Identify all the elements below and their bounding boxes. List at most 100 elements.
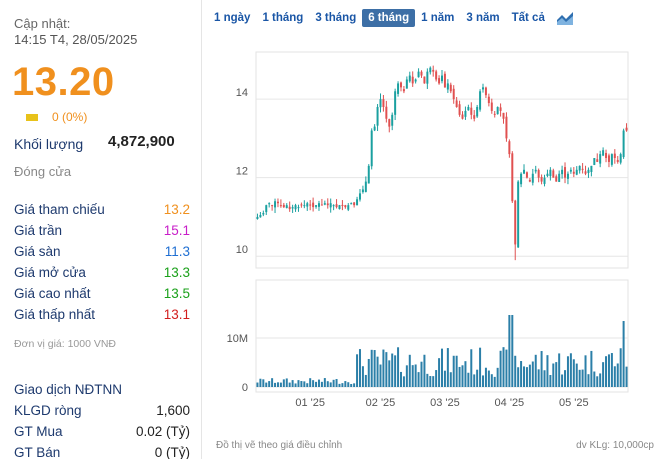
candle-body — [317, 203, 320, 207]
volume-bar — [575, 363, 578, 387]
volume-bar — [323, 378, 326, 387]
volume-bar — [350, 383, 353, 387]
candle-body — [581, 168, 584, 170]
candle-body — [499, 107, 502, 111]
candle-body — [323, 203, 326, 205]
volume-bar — [578, 369, 581, 387]
tab-3-years[interactable]: 3 năm — [466, 12, 500, 24]
candle-body — [452, 88, 455, 100]
candle-body — [479, 91, 482, 110]
volume-bar — [408, 354, 411, 387]
volume-bar — [470, 349, 473, 387]
tab-all[interactable]: Tất cả — [511, 12, 545, 24]
candle-body — [320, 204, 323, 206]
volume-bar — [370, 349, 373, 387]
volume-bar — [405, 365, 408, 387]
candle-body — [306, 203, 309, 207]
volume-bar — [619, 348, 622, 387]
volume-bar — [317, 379, 320, 387]
volume-bar — [590, 350, 593, 387]
candle-body — [482, 87, 485, 90]
candle-body — [259, 214, 262, 218]
candle-body — [578, 165, 581, 171]
candle-body — [461, 114, 464, 119]
tab-6-months[interactable]: 6 tháng — [362, 9, 416, 27]
quote-panel: Cập nhật: 14:15 T4, 28/05/2025 13.20 0 (… — [0, 0, 200, 459]
volume-bar — [528, 364, 531, 387]
tab-3-months[interactable]: 3 tháng — [315, 12, 357, 24]
price-plot-frame — [255, 51, 629, 269]
candle-body — [443, 73, 446, 88]
volume-bar — [549, 374, 552, 387]
candle-body — [341, 204, 344, 206]
volume-bar — [294, 383, 297, 387]
tab-1-day[interactable]: 1 ngày — [214, 12, 251, 24]
volume-bar — [484, 367, 487, 387]
candle-body — [438, 78, 441, 84]
volume-bar — [426, 373, 429, 387]
candle-body — [619, 154, 622, 163]
candle-body — [625, 127, 628, 131]
volume-bar — [599, 373, 602, 387]
volume-bar — [297, 380, 300, 387]
volume-bar — [271, 378, 274, 387]
volume-bar — [572, 359, 575, 387]
volume-bar — [587, 374, 590, 387]
candle-body — [575, 169, 578, 175]
candle-body — [470, 107, 473, 115]
chart-adjusted-note: Đồ thị vẽ theo giá điều chỉnh — [216, 440, 343, 451]
volume-bar — [364, 374, 367, 387]
volume-bar — [262, 379, 265, 387]
stat-value: 13.1 — [163, 307, 190, 322]
candle-body — [356, 199, 359, 206]
volume-bar — [452, 355, 455, 387]
tab-1-month[interactable]: 1 tháng — [262, 12, 304, 24]
candle-body — [490, 102, 493, 111]
stat-high: Giá cao nhất 13.5 — [14, 286, 190, 306]
volume-bar — [622, 321, 625, 387]
volume-tick-label: 0 — [242, 382, 248, 394]
candle-body — [364, 181, 367, 192]
volume-bar — [276, 382, 279, 387]
volume-bar — [487, 370, 490, 387]
volume-bar — [259, 378, 262, 387]
candle-body — [262, 213, 265, 215]
price-change-text: 0 (0%) — [52, 110, 88, 124]
volume-bar — [435, 370, 438, 387]
candle-body — [271, 205, 274, 207]
candle-body — [534, 169, 537, 172]
volume-bar — [605, 356, 608, 387]
volume-bar — [490, 374, 493, 387]
tab-1-year[interactable]: 1 năm — [421, 12, 455, 24]
stat-value: 11.3 — [164, 244, 190, 259]
candle-body — [335, 204, 338, 208]
candle-body — [441, 75, 443, 82]
updated-time: 14:15 T4, 28/05/2025 — [14, 32, 138, 47]
volume-label: Khối lượng — [14, 136, 84, 152]
stat-value: 13.5 — [163, 286, 190, 301]
candle-body — [297, 207, 300, 209]
volume-bar — [256, 382, 259, 387]
stat-floor: Giá sàn 11.3 — [14, 244, 190, 264]
candle-body — [622, 130, 625, 158]
volume-bar — [540, 351, 543, 387]
volume-bar — [531, 361, 534, 387]
candle-body — [420, 71, 423, 76]
stat-label: Giá mở cửa — [14, 265, 86, 280]
volume-bar — [338, 383, 341, 387]
candle-body — [496, 106, 499, 115]
stat-reference: Giá tham chiếu 13.2 — [14, 202, 190, 222]
candle-body — [315, 205, 318, 207]
candle-body — [329, 203, 332, 208]
volume-bar — [441, 348, 443, 387]
area-chart-icon[interactable] — [556, 11, 573, 25]
candle-body — [388, 119, 391, 127]
volume-bar — [482, 375, 485, 387]
candle-body — [476, 106, 479, 117]
volume-bar — [315, 381, 318, 387]
volume-bar — [625, 366, 628, 387]
volume-bar — [525, 367, 528, 387]
foreign-trading-title: Giao dịch NĐTNN — [14, 382, 123, 397]
volume-bar — [543, 370, 546, 387]
volume-bar — [356, 354, 359, 387]
